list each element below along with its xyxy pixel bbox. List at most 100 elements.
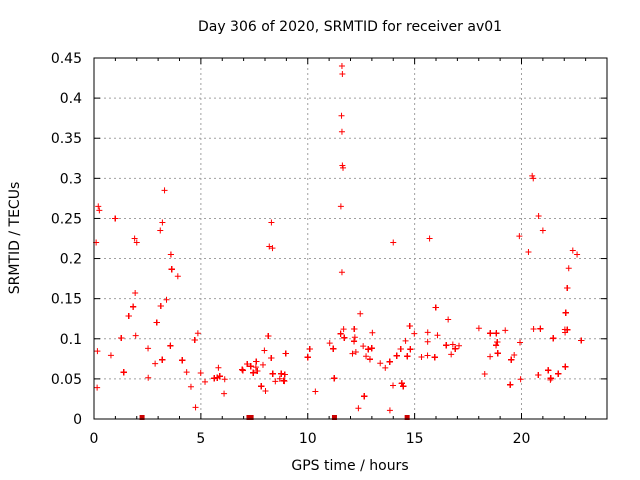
- data-point: [159, 356, 166, 363]
- data-point: [386, 407, 393, 414]
- data-point: [361, 393, 368, 400]
- data-point: [250, 369, 257, 376]
- data-point: [145, 374, 152, 381]
- data-point: [397, 346, 404, 353]
- data-point: [265, 332, 272, 339]
- data-point: [424, 329, 431, 336]
- data-point: [96, 207, 103, 214]
- data-point: [578, 337, 585, 344]
- data-point: [445, 316, 452, 323]
- data-point: [352, 349, 359, 356]
- data-point: [351, 334, 358, 341]
- data-point: [407, 346, 414, 353]
- data-point: [239, 367, 246, 374]
- data-point: [330, 345, 337, 352]
- data-point: [365, 346, 372, 353]
- data-point: [157, 227, 164, 234]
- data-point: [456, 342, 463, 349]
- data-point: [517, 376, 524, 383]
- data-point: [411, 330, 418, 337]
- chart-title: Day 306 of 2020, SRMTID for receiver av0…: [198, 19, 502, 35]
- data-point: [564, 326, 571, 333]
- data-point: [338, 128, 345, 135]
- data-point: [130, 303, 137, 310]
- data-point: [517, 339, 524, 346]
- data-point: [502, 327, 509, 334]
- data-point: [481, 371, 488, 378]
- y-tick-label: 0: [73, 412, 82, 428]
- y-tick-label: 0.25: [51, 211, 82, 227]
- data-point: [555, 370, 562, 377]
- data-point: [269, 245, 276, 252]
- data-point: [525, 248, 532, 255]
- data-point: [157, 303, 164, 310]
- data-point: [390, 382, 397, 389]
- data-point: [366, 356, 373, 363]
- data-point: [452, 345, 459, 352]
- data-point: [349, 350, 356, 357]
- data-point: [449, 341, 456, 348]
- data-point: [369, 329, 376, 336]
- data-point: [281, 371, 288, 378]
- data-point: [306, 345, 313, 352]
- data-point: [304, 354, 311, 361]
- gap-markers: [139, 415, 410, 420]
- data-point: [215, 364, 222, 371]
- y-tick-label: 0.35: [51, 131, 82, 147]
- data-point: [434, 332, 441, 339]
- gap-marker: [139, 415, 145, 420]
- data-point: [382, 364, 389, 371]
- data-point: [569, 247, 576, 254]
- x-tick-label: 5: [196, 431, 205, 447]
- data-point: [261, 347, 268, 354]
- data-point: [493, 342, 500, 349]
- data-point: [252, 364, 259, 371]
- data-point: [338, 269, 345, 276]
- data-point: [507, 381, 514, 388]
- data-point: [262, 387, 269, 394]
- data-point: [351, 325, 358, 332]
- data-point: [432, 304, 439, 311]
- data-point: [406, 323, 413, 330]
- data-point: [574, 251, 581, 258]
- data-point: [183, 369, 190, 376]
- data-point: [340, 164, 347, 171]
- data-point: [254, 367, 261, 374]
- data-point: [377, 360, 384, 367]
- data-point: [545, 367, 552, 374]
- data-point: [562, 363, 569, 370]
- data-point: [266, 243, 273, 250]
- data-point: [192, 404, 199, 411]
- data-point: [118, 335, 125, 342]
- data-point: [247, 363, 254, 370]
- data-point: [94, 348, 101, 355]
- data-point: [167, 251, 174, 258]
- data-point: [530, 175, 537, 182]
- y-tick-label: 0.45: [51, 51, 82, 67]
- data-point: [398, 380, 405, 387]
- data-points: [93, 63, 585, 414]
- data-point: [145, 345, 152, 352]
- data-point: [280, 377, 287, 384]
- y-tick-label: 0.4: [60, 91, 82, 107]
- data-point: [339, 71, 346, 78]
- data-point: [112, 215, 119, 222]
- data-point: [426, 235, 433, 242]
- y-tick-label: 0.15: [51, 292, 82, 308]
- x-axis-label: GPS time / hours: [291, 458, 408, 474]
- data-point: [562, 309, 569, 316]
- data-point: [487, 330, 494, 337]
- data-point: [214, 374, 221, 381]
- data-point: [168, 266, 175, 273]
- data-point: [163, 296, 170, 303]
- data-point: [174, 273, 181, 280]
- y-tick-label: 0.1: [60, 332, 82, 348]
- y-tick-labels: 0 0.05 0.1 0.15 0.2 0.25 0.3 0.35 0.4 0.45: [51, 51, 82, 428]
- data-point: [535, 372, 542, 379]
- data-point: [282, 350, 289, 357]
- data-point: [221, 390, 228, 397]
- y-axis-label: SRMTID / TECUs: [7, 182, 23, 295]
- data-point: [337, 203, 344, 210]
